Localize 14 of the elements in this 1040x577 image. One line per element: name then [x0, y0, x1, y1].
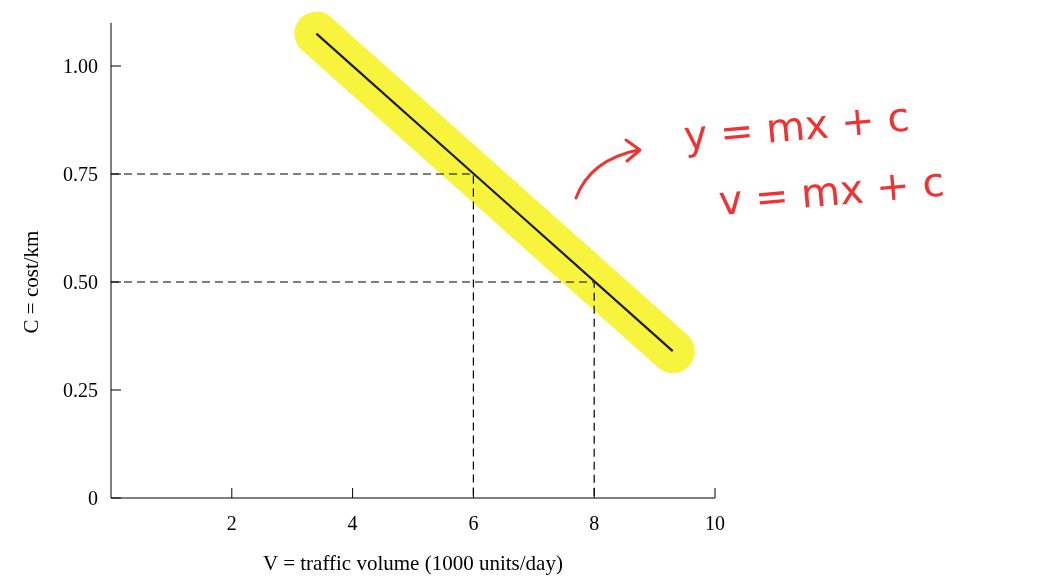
x-tick-label: 10 [705, 512, 725, 534]
y-axis-title: C = cost/km [19, 230, 43, 334]
x-tick-label: 6 [468, 512, 479, 534]
x-axis-title: V = traffic volume (1000 units/day) [263, 551, 563, 575]
y-tick-label: 0.50 [63, 271, 98, 293]
text: v = mx + c [716, 158, 947, 224]
x-tick-label: 8 [589, 512, 600, 534]
x-tick-label: 4 [347, 512, 358, 534]
y-tick-label: 0.25 [63, 379, 98, 401]
y-tick-label: 0.75 [63, 163, 98, 185]
x-tick-label: 2 [226, 512, 237, 534]
annotation: y = mx + c [681, 93, 912, 159]
y-tick-label: 0 [88, 487, 98, 509]
y-tick-label: 1.00 [63, 55, 98, 77]
